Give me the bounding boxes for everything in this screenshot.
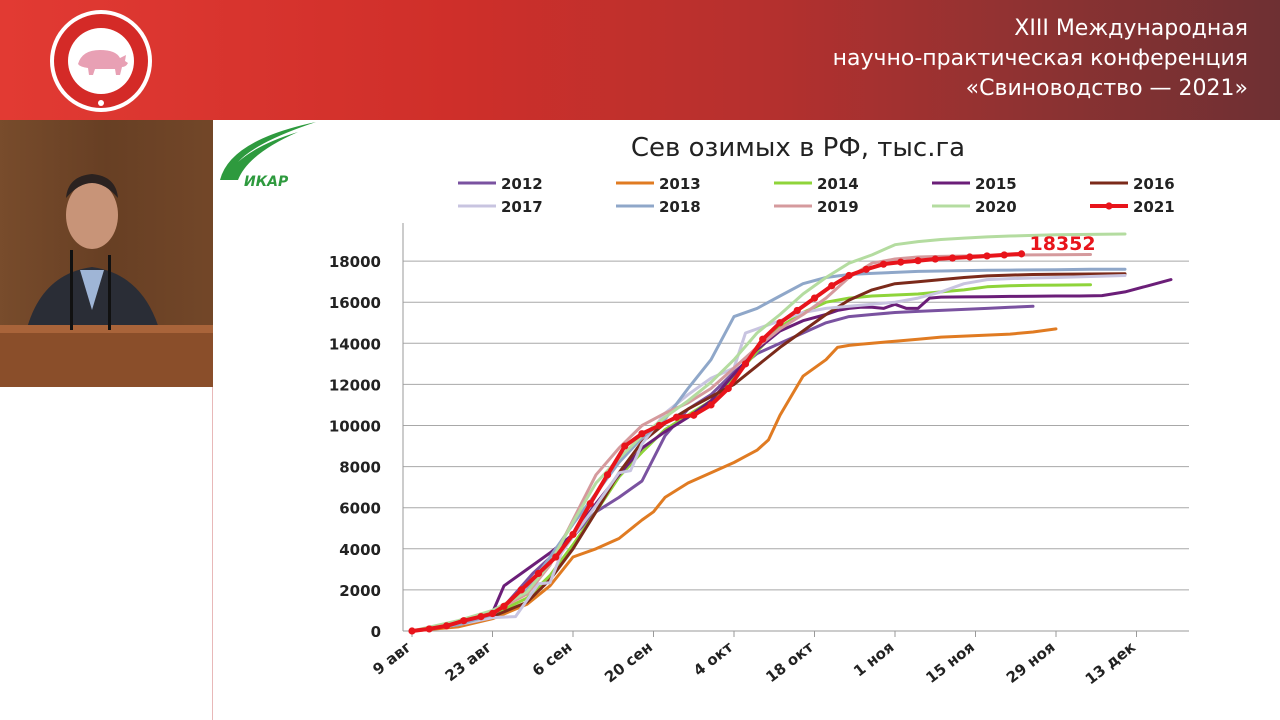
- slide-area: [213, 120, 1280, 720]
- series-point-2021: [862, 265, 870, 273]
- ikar-logo: ИКАР: [220, 122, 316, 190]
- series-point-2021: [741, 360, 750, 368]
- series-point-2021: [442, 622, 451, 630]
- legend-marker-2021: [1105, 202, 1113, 210]
- x-tick-label: 13 дек: [1082, 638, 1139, 688]
- series-point-2021: [810, 294, 819, 302]
- y-tick-label: 8000: [339, 459, 381, 477]
- y-tick-label: 2000: [339, 582, 381, 600]
- series-point-2021: [948, 254, 957, 262]
- legend-label-2021: 2021: [1133, 198, 1175, 216]
- series-point-2021: [931, 255, 939, 263]
- y-tick-label: 4000: [339, 541, 381, 559]
- chart-annotation: 18352: [1030, 233, 1096, 255]
- series-point-2021: [477, 613, 485, 621]
- x-tick-label: 9 авг: [369, 638, 414, 679]
- chart-title: Сев озимых в РФ, тыс.га: [631, 133, 965, 163]
- series-point-2021: [690, 411, 698, 419]
- series-point-2021: [425, 625, 433, 633]
- series-point-2021: [897, 258, 905, 266]
- conference-banner: XIII Международная научно-практическая к…: [0, 0, 1280, 120]
- left-blank-panel: [0, 387, 213, 720]
- series-point-2021: [845, 271, 853, 280]
- series-point-2021: [828, 282, 836, 290]
- conference-title-line-3: «Свиноводство — 2021»: [965, 76, 1248, 101]
- x-tick-label: 23 авг: [442, 638, 495, 685]
- series-point-2021: [500, 602, 508, 610]
- series-point-2021: [517, 586, 525, 594]
- y-tick-labels: 0 2000 4000 6000 8000 10000 12000 14000 16000 180…: [329, 253, 381, 641]
- legend-label-2012: 2012: [501, 175, 543, 193]
- series-line-2013: [410, 327, 1058, 633]
- ikar-logo-swoosh-icon: [220, 122, 316, 180]
- x-tick-labels: 9 авг 23 авг 6 сен 20 сен 4 окт 18 окт 1 ноя 15…: [369, 638, 1139, 688]
- series-point-2021: [983, 252, 991, 260]
- x-tick-label: 6 сен: [529, 638, 576, 680]
- x-tick-label: 18 окт: [762, 638, 817, 686]
- chart-legend: 2012 2013 2014 2015 2016 2017 2018 2019 2020 2021: [458, 175, 1175, 216]
- series-point-2021: [724, 384, 732, 393]
- series-point-2021: [603, 471, 612, 479]
- x-tick-label: 20 сен: [601, 638, 656, 686]
- series-point-2021: [1017, 250, 1026, 258]
- series-point-2021: [707, 401, 715, 409]
- series-point-2021: [460, 617, 468, 625]
- conference-title-line-2: научно-практическая конференция: [832, 46, 1248, 71]
- legend-label-2016: 2016: [1133, 175, 1175, 193]
- series-point-2021: [534, 569, 543, 578]
- legend-label-2015: 2015: [975, 175, 1017, 193]
- series-point-2021: [655, 421, 663, 430]
- series-point-2021: [586, 499, 594, 508]
- legend-label-2019: 2019: [817, 198, 859, 216]
- y-tick-label: 16000: [329, 294, 381, 312]
- series-point-2021: [914, 257, 922, 265]
- series-line-2015: [410, 278, 1173, 633]
- series-line-2017: [410, 274, 1127, 633]
- y-tick-label: 18000: [329, 253, 381, 271]
- legend-label-2013: 2013: [659, 175, 701, 193]
- x-tick-label: 4 окт: [690, 638, 737, 680]
- x-tick-label: 1 ноя: [850, 638, 897, 680]
- legend-label-2018: 2018: [659, 198, 701, 216]
- series-point-2021: [408, 627, 416, 635]
- series-point-2021: [793, 306, 801, 315]
- ikar-logo-text: ИКАР: [244, 174, 289, 190]
- legend-label-2020: 2020: [975, 198, 1017, 216]
- chart-series: [408, 232, 1173, 635]
- y-tick-label: 12000: [329, 376, 381, 394]
- series-point-2021: [879, 260, 888, 268]
- conference-title: XIII Международная научно-практическая к…: [833, 14, 1248, 104]
- annotation-last-value: 18352: [1030, 233, 1096, 255]
- series-point-2021: [638, 430, 646, 438]
- legend-label-2014: 2014: [817, 175, 859, 193]
- y-tick-label: 0: [371, 623, 381, 641]
- speaker-video-frame: [0, 120, 213, 387]
- x-tick-label: 29 ноя: [1003, 638, 1059, 687]
- x-tick-label: 15 ноя: [922, 638, 978, 687]
- series-point-2021: [621, 442, 629, 450]
- series-line-2020: [410, 232, 1127, 633]
- series-point-2021: [776, 319, 784, 327]
- conference-title-line-1: XIII Международная: [1014, 16, 1248, 41]
- speaker-video: [0, 120, 213, 387]
- series-point-2021: [552, 553, 560, 561]
- series-point-2021: [672, 413, 681, 421]
- series-point-2021: [488, 609, 497, 618]
- series-point-2021: [966, 253, 974, 261]
- legend-label-2017: 2017: [501, 198, 543, 216]
- y-tick-label: 10000: [329, 418, 381, 436]
- panel-divider: [212, 387, 213, 720]
- y-tick-label: 14000: [329, 335, 381, 353]
- series-point-2021: [569, 530, 577, 539]
- series-point-2021: [1000, 251, 1008, 259]
- winter-sowing-chart: Сев озимых в РФ, тыс.га 2012 2013 2014 2015…: [329, 133, 1189, 688]
- series-point-2021: [759, 335, 767, 343]
- series-line-2016: [410, 272, 1127, 633]
- seal-logo: [50, 10, 152, 112]
- y-tick-label: 6000: [339, 500, 381, 518]
